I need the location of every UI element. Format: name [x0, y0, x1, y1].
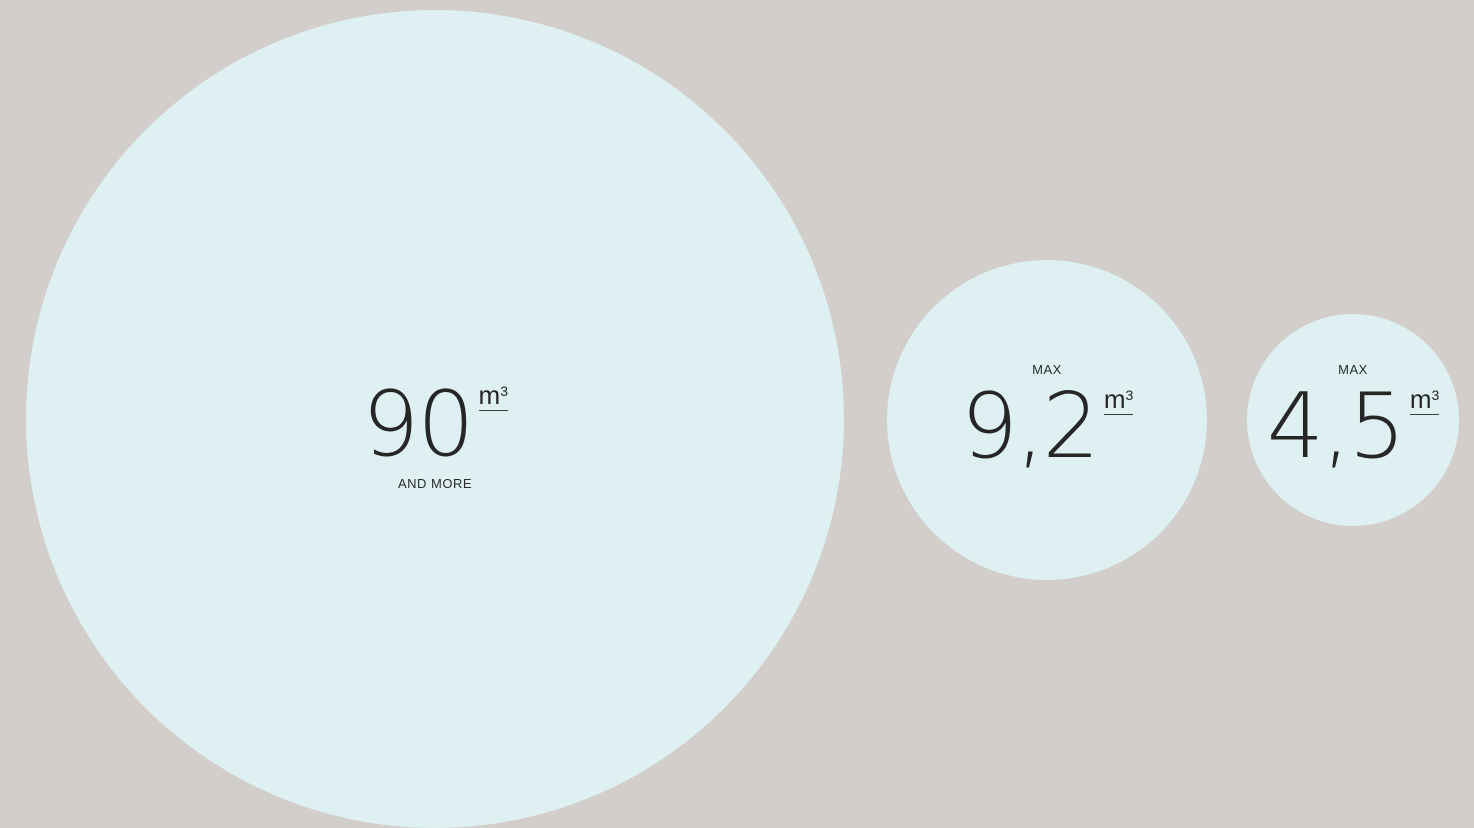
- capacity-circle-large: 90 m3 AND MORE: [26, 10, 844, 828]
- capacity-circle-medium: MAX 9,2 m3: [887, 260, 1207, 580]
- capacity-note-large: AND MORE: [397, 476, 473, 491]
- unit-label: m: [1409, 384, 1432, 414]
- capacity-value-small: 4,5 m3: [1247, 382, 1459, 472]
- capacity-unit-large: m3: [478, 380, 508, 411]
- unit-exponent: 3: [1431, 387, 1440, 403]
- capacity-circle-small: MAX 4,5 m3: [1247, 314, 1459, 526]
- capacity-value-medium: 9,2 m3: [887, 382, 1207, 472]
- unit-label: m: [478, 380, 501, 410]
- unit-exponent: 3: [1125, 387, 1134, 403]
- capacity-number-small: 4,5: [1266, 374, 1406, 479]
- unit-exponent: 3: [500, 383, 508, 399]
- capacity-number-medium: 9,2: [960, 374, 1100, 479]
- capacity-unit-small: m3: [1409, 384, 1440, 415]
- capacity-note-small: MAX: [1338, 362, 1368, 377]
- unit-label: m: [1103, 384, 1126, 414]
- capacity-note-medium: MAX: [1032, 362, 1062, 377]
- capacity-unit-medium: m3: [1103, 384, 1134, 415]
- capacity-number-large: 90: [362, 372, 475, 477]
- capacity-value-large: 90 m3: [26, 380, 844, 470]
